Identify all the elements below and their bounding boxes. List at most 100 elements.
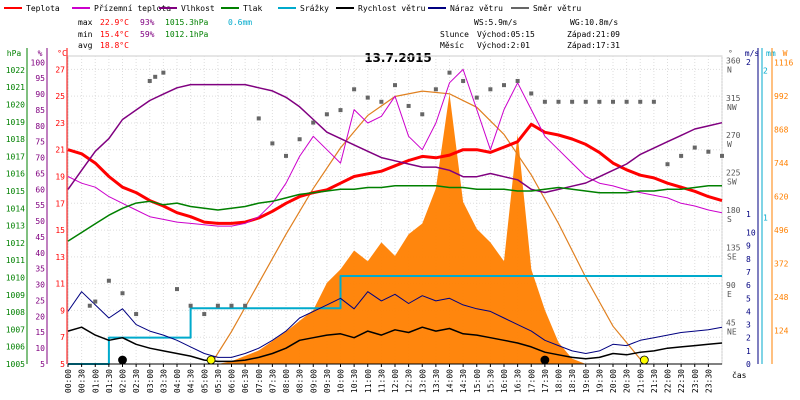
pressure-tick-label: 1021 (6, 83, 25, 92)
direction-tick-value: 180 (726, 206, 741, 215)
series-line-p-zemn-teplota (67, 68, 723, 227)
legend-label: Srážky (300, 4, 329, 13)
time-tick-label: 04:30 (187, 369, 196, 393)
wind-direction-point (153, 74, 158, 79)
wind-direction-point (379, 99, 384, 104)
solar-axis-unit: W (783, 49, 788, 58)
grid (67, 55, 723, 365)
wind-direction-point (147, 78, 152, 83)
wind-tick-label: 1 (746, 347, 751, 356)
time-tick-label: 23:00 (691, 369, 700, 393)
moonrise-marker (118, 355, 127, 365)
time-tick-label: 02:30 (132, 369, 141, 393)
solar-tick-label: 372 (774, 259, 789, 268)
humidity-tick-label: 70 (35, 154, 45, 163)
wind-tick-label: 2 (746, 334, 751, 343)
time-tick-label: 15:00 (473, 369, 482, 393)
wind-direction-point (202, 312, 207, 317)
direction-axis-unit: ° (728, 49, 733, 58)
wind-direction-point (106, 278, 111, 283)
wind-upper-tick-label: 2 (746, 58, 751, 67)
wind-direction-point (256, 116, 261, 121)
temperature-tick-label: 5 (60, 360, 65, 369)
humidity-tick-label: 95 (35, 74, 45, 83)
wind-direction-point (515, 78, 520, 83)
series-line-rychlost-v-tru (67, 326, 723, 363)
time-tick-label: 14:00 (446, 369, 455, 393)
series-layer (67, 68, 724, 365)
wind-direction-point (365, 95, 370, 100)
legend: Teplota Přízemní teplota Vlhkost Tlak Srážky… (4, 4, 581, 13)
series-line-vlhkost (67, 83, 723, 194)
wind-direction-point (284, 153, 288, 158)
direction-tick-name: E (727, 290, 732, 299)
humidity-tick-label: 65 (35, 169, 45, 178)
humidity-tick-label: 60 (35, 185, 45, 194)
legend-label: Teplota (26, 4, 60, 13)
wind-direction-point (188, 303, 193, 308)
time-tick-label: 02:00 (119, 369, 128, 393)
wind-direction-point (338, 108, 343, 113)
direction-tick-name: S (727, 215, 732, 224)
wind-tick-label: 6 (746, 281, 751, 290)
wind-direction-point (229, 303, 234, 308)
pressure-tick-label: 1006 (6, 343, 25, 352)
time-tick-label: 04:00 (173, 369, 182, 393)
stat-min-temp: 15.4°C (100, 30, 129, 39)
wind-direction-point (297, 137, 302, 142)
series-line-n-raz-v-tru (67, 291, 723, 358)
solar-layer (210, 90, 722, 365)
stat-avg-temp: 18.8°C (100, 41, 129, 50)
wind-gust-stat: WG:10.8m/s (570, 18, 618, 27)
solar-tick-label: 1116 (774, 58, 793, 67)
wind-direction-point (665, 162, 670, 167)
temperature-tick-label: 13 (55, 253, 65, 262)
wind-tick-label: 3 (746, 321, 751, 330)
stat-avg-label: avg (78, 41, 93, 50)
wind-axis-unit: m/s (745, 49, 760, 58)
time-tick-label: 00:30 (78, 369, 87, 393)
time-tick-label: 15:30 (486, 369, 495, 393)
legend-label: Směr větru (533, 4, 581, 13)
wind-speed-stat: WS:5.9m/s (474, 18, 518, 27)
humidity-tick-label: 35 (35, 265, 45, 274)
humidity-tick-label: 25 (35, 296, 45, 305)
wind-direction-point (433, 87, 438, 92)
humidity-tick-label: 55 (35, 201, 45, 210)
temperature-tick-label: 23 (55, 119, 65, 128)
time-tick-label: 07:30 (268, 369, 277, 393)
wind-direction-point (679, 153, 684, 158)
humidity-tick-label: 90 (35, 90, 45, 99)
time-tick-label: 03:00 (146, 369, 155, 393)
time-tick-label: 19:30 (595, 369, 604, 393)
time-tick-label: 21:00 (636, 369, 645, 393)
direction-tick-value: 45 (726, 319, 736, 328)
pressure-tick-label: 1009 (6, 291, 25, 300)
time-tick-label: 00:00 (64, 369, 73, 393)
solar-theoretical-curve (210, 90, 645, 365)
wind-direction-point (570, 99, 575, 104)
wind-tick-label: 9 (746, 242, 751, 251)
wind-direction-point (93, 299, 98, 304)
wind-direction-point (406, 103, 411, 108)
pressure-tick-label: 1011 (6, 256, 25, 265)
humidity-tick-label: 50 (35, 217, 45, 226)
time-axis-label: čas (732, 370, 747, 380)
rain-tick-label: 2 (763, 67, 768, 76)
wind-direction-point (720, 153, 724, 158)
wind-direction-point (624, 99, 629, 104)
time-tick-label: 09:00 (309, 369, 318, 393)
wind-direction-point (87, 303, 92, 308)
time-tick-label: 09:30 (323, 369, 332, 393)
wind-direction-point (502, 83, 506, 88)
series-line-sr-ky (68, 275, 722, 365)
pressure-tick-label: 1015 (6, 187, 25, 196)
humidity-tick-label: 15 (35, 328, 45, 337)
rain-axis-unit: mm (766, 49, 776, 58)
stat-max-press: 1015.3hPa (165, 18, 209, 27)
direction-tick-name: SW (727, 178, 737, 187)
legend-label: Náraz větru (450, 4, 503, 13)
wind-direction-point (161, 70, 166, 75)
moon-rise: Východ:2:01 (477, 41, 530, 50)
